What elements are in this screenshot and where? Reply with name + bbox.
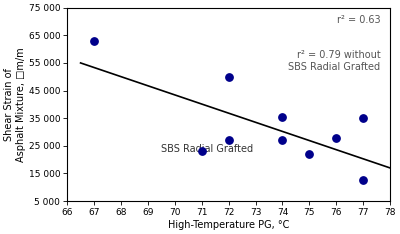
Point bbox=[91, 39, 97, 43]
Point bbox=[225, 139, 232, 142]
Text: r² = 0.63: r² = 0.63 bbox=[337, 15, 380, 26]
Point bbox=[279, 115, 286, 119]
Point bbox=[306, 152, 312, 156]
Text: SBS Radial Grafted: SBS Radial Grafted bbox=[161, 144, 254, 154]
Point bbox=[279, 139, 286, 142]
Point bbox=[360, 116, 366, 120]
Y-axis label: Shear Strain of
Asphalt Mixture, □m/m: Shear Strain of Asphalt Mixture, □m/m bbox=[4, 47, 26, 162]
Text: r² = 0.79 without
SBS Radial Grafted: r² = 0.79 without SBS Radial Grafted bbox=[288, 50, 380, 72]
X-axis label: High-Temperature PG, °C: High-Temperature PG, °C bbox=[168, 220, 289, 230]
Point bbox=[198, 150, 205, 153]
Point bbox=[225, 75, 232, 79]
Point bbox=[360, 179, 366, 182]
Point bbox=[333, 136, 340, 139]
